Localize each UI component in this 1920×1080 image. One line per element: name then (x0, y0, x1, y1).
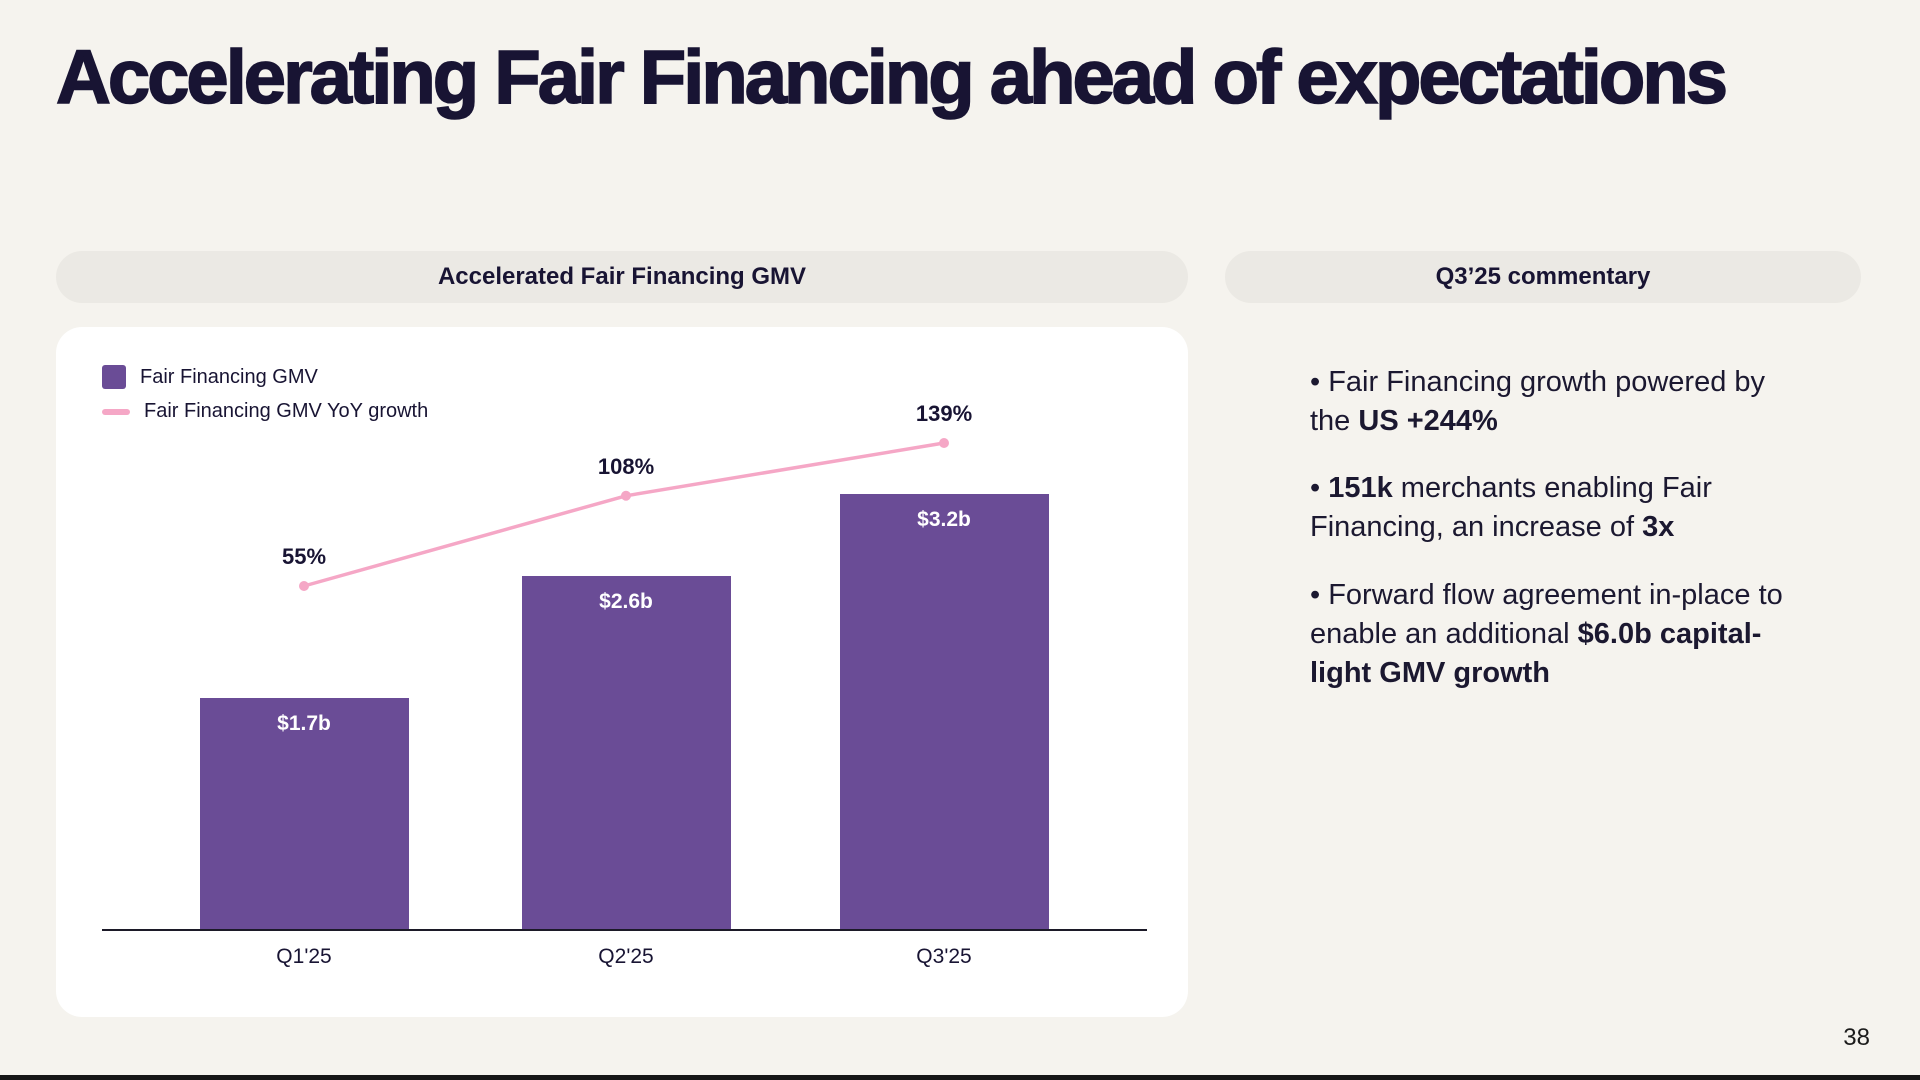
bullet-2-bold-2: 3x (1642, 511, 1675, 544)
legend-item-gmv: Fair Financing GMV (102, 365, 428, 389)
x-axis-label: Q2'25 (598, 945, 654, 968)
x-axis-label: Q1'25 (276, 945, 332, 968)
chart-legend: Fair Financing GMV Fair Financing GMV Yo… (102, 365, 428, 423)
yoy-value-label: 139% (915, 401, 973, 426)
bullet-3-bold: $6.0b capital-light GMV growth (1310, 617, 1762, 689)
bullet-1-text: • Fair Financing growth powered by the (1310, 366, 1766, 438)
bullet-3-text: • Forward flow agreement in-place to ena… (1310, 578, 1783, 650)
chart-section-header: Accelerated Fair Financing GMV (56, 251, 1188, 303)
x-axis (102, 929, 1147, 931)
chart-section: Accelerated Fair Financing GMV Fair Fina… (56, 251, 1188, 1017)
bullet-2-bold-1: 151k (1328, 472, 1393, 505)
commentary-bullet-1: • Fair Financing growth powered by the U… (1310, 363, 1790, 441)
bullet-1-bold: US +244% (1358, 405, 1498, 438)
commentary-bullets: • Fair Financing growth powered by the U… (1310, 363, 1790, 693)
gmv-bar (199, 697, 409, 929)
combo-chart: $1.7b Q1'25 55% $2.6b Q2'25 108% $3.2b Q3'25 139… (56, 327, 1188, 1017)
commentary-header: Q3’25 commentary (1225, 251, 1861, 303)
chart-card: Fair Financing GMV Fair Financing GMV Yo… (56, 327, 1188, 1017)
legend-item-yoy: Fair Financing GMV YoY growth (102, 400, 428, 423)
gmv-bar (839, 494, 1049, 929)
commentary-section: Q3’25 commentary • Fair Financing growth… (1225, 251, 1861, 721)
legend-label-yoy: Fair Financing GMV YoY growth (144, 400, 429, 422)
yoy-value-label: 55% (281, 544, 327, 569)
yoy-point (621, 490, 631, 501)
legend-bar-swatch-icon (102, 365, 126, 389)
bullet-2-text: • (1310, 472, 1329, 505)
legend-label-gmv: Fair Financing GMV (140, 365, 318, 388)
legend-line-swatch-icon (102, 408, 130, 415)
page-title: Accelerating Fair Financing ahead of exp… (55, 34, 1729, 121)
yoy-value-label: 108% (597, 453, 655, 479)
commentary-bullet-3: • Forward flow agreement in-place to ena… (1310, 576, 1790, 693)
gmv-bar (521, 575, 731, 929)
commentary-bullet-2: • 151k merchants enabling Fair Financing… (1310, 469, 1790, 547)
slide-edge-strip (0, 1075, 1920, 1080)
bar-value-label: $2.6b (599, 589, 653, 613)
bar-value-label: $3.2b (917, 508, 971, 531)
page-number: 38 (1843, 1024, 1870, 1051)
bar-value-label: $1.7b (277, 711, 331, 735)
x-axis-label: Q3'25 (916, 945, 972, 968)
yoy-point (939, 438, 949, 448)
bullet-2-text-2: merchants enabling Fair Financing, an in… (1310, 472, 1712, 544)
yoy-point (299, 581, 309, 591)
